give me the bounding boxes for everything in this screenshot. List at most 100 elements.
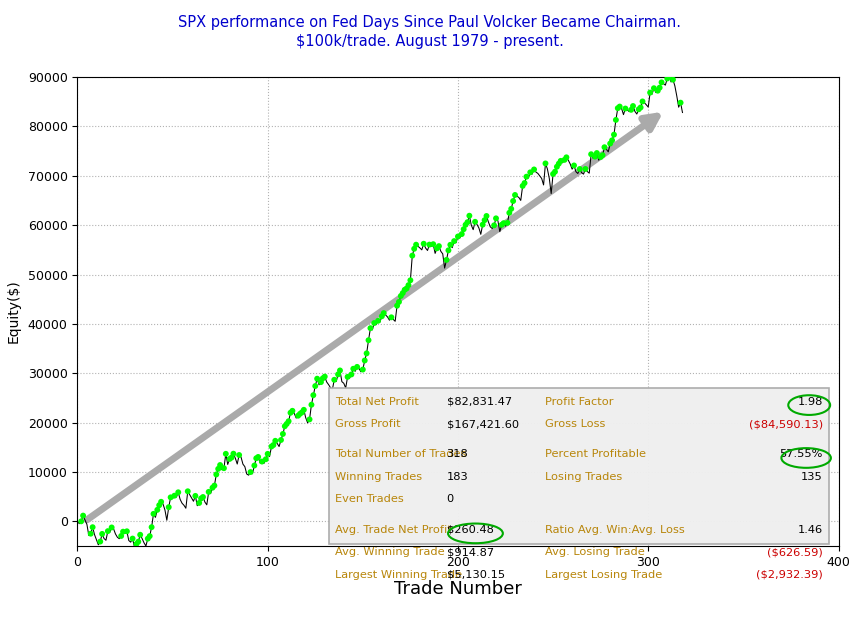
Point (584, 149, 598, 159)
Point (468, 217, 482, 226)
Text: $167,421.60: $167,421.60 (446, 419, 519, 429)
Point (548, 167, 562, 176)
Point (232, 450, 246, 460)
Point (306, 390, 320, 400)
Point (168, 491, 181, 500)
Point (593, 152, 607, 162)
Point (310, 374, 324, 384)
Point (398, 285, 412, 295)
Point (171, 487, 185, 497)
Text: SPX performance on Fed Days Since Paul Volcker Became Chairman.: SPX performance on Fed Days Since Paul V… (179, 15, 681, 30)
Point (304, 400, 318, 410)
Point (508, 190, 522, 200)
Y-axis label: Equity($): Equity($) (7, 280, 21, 344)
Text: Gross Profit: Gross Profit (335, 419, 400, 429)
X-axis label: Trade Number: Trade Number (394, 580, 522, 598)
Text: $260.48: $260.48 (446, 525, 494, 535)
Point (202, 487, 216, 497)
Point (651, 86, 665, 96)
Point (212, 464, 225, 474)
Point (86, 522, 100, 532)
Point (417, 239, 431, 249)
Point (248, 460, 261, 470)
Point (444, 240, 458, 250)
Point (116, 527, 130, 537)
Text: 1.98: 1.98 (797, 397, 823, 407)
Point (430, 243, 444, 253)
Point (673, 97, 687, 107)
Point (314, 377, 328, 387)
Point (647, 83, 660, 93)
Point (632, 104, 646, 114)
Point (457, 225, 470, 234)
Point (358, 355, 372, 365)
Text: Losing Trades: Losing Trades (545, 472, 623, 482)
Point (476, 220, 489, 230)
Point (150, 505, 164, 515)
Point (259, 454, 273, 464)
Point (375, 312, 389, 321)
Point (251, 452, 265, 462)
Point (461, 217, 475, 227)
Point (611, 103, 624, 113)
Point (331, 370, 345, 379)
Point (626, 101, 640, 111)
Point (162, 502, 175, 512)
Point (261, 449, 274, 459)
Point (217, 463, 230, 473)
Point (77, 511, 90, 521)
Point (400, 284, 414, 294)
Point (278, 421, 292, 431)
Point (480, 211, 494, 221)
Point (280, 419, 293, 429)
Point (489, 213, 503, 223)
Point (213, 460, 227, 470)
Point (193, 498, 206, 508)
Point (605, 135, 619, 145)
Point (154, 497, 168, 507)
Point (372, 316, 385, 326)
Point (356, 365, 370, 375)
Text: Total Number of Trades: Total Number of Trades (335, 449, 466, 460)
Text: Largest Losing Trade: Largest Losing Trade (545, 570, 663, 580)
Point (223, 454, 237, 464)
Point (408, 244, 421, 254)
Point (284, 408, 298, 418)
Point (267, 440, 280, 450)
Text: Gross Loss: Gross Loss (545, 419, 605, 429)
Point (588, 152, 602, 162)
Point (328, 375, 341, 385)
Point (74, 516, 88, 526)
Text: $100k/trade. August 1979 - present.: $100k/trade. August 1979 - present. (296, 34, 564, 49)
Point (133, 530, 147, 540)
Text: Avg. Trade Net Profit: Avg. Trade Net Profit (335, 525, 452, 535)
Text: 318: 318 (446, 449, 469, 460)
Point (219, 449, 233, 459)
Bar (329, 388, 829, 544)
Point (607, 130, 621, 139)
Point (347, 364, 360, 374)
Point (516, 181, 530, 191)
Point (188, 491, 202, 501)
Point (455, 229, 469, 239)
Point (432, 241, 445, 251)
Point (105, 523, 119, 532)
Point (497, 218, 511, 228)
Point (95, 529, 109, 539)
Text: 1.46: 1.46 (798, 525, 823, 535)
Point (654, 77, 668, 87)
Text: 183: 183 (446, 472, 469, 482)
Point (441, 246, 455, 255)
Point (439, 255, 453, 265)
Point (210, 470, 224, 479)
Point (494, 220, 508, 230)
Point (152, 500, 166, 510)
Point (524, 167, 538, 177)
Point (265, 442, 279, 452)
Point (390, 300, 404, 310)
Point (286, 406, 299, 416)
Point (403, 275, 417, 285)
Text: 57.55%: 57.55% (779, 449, 823, 460)
Point (141, 534, 155, 544)
Text: Even Trades: Even Trades (335, 494, 403, 505)
